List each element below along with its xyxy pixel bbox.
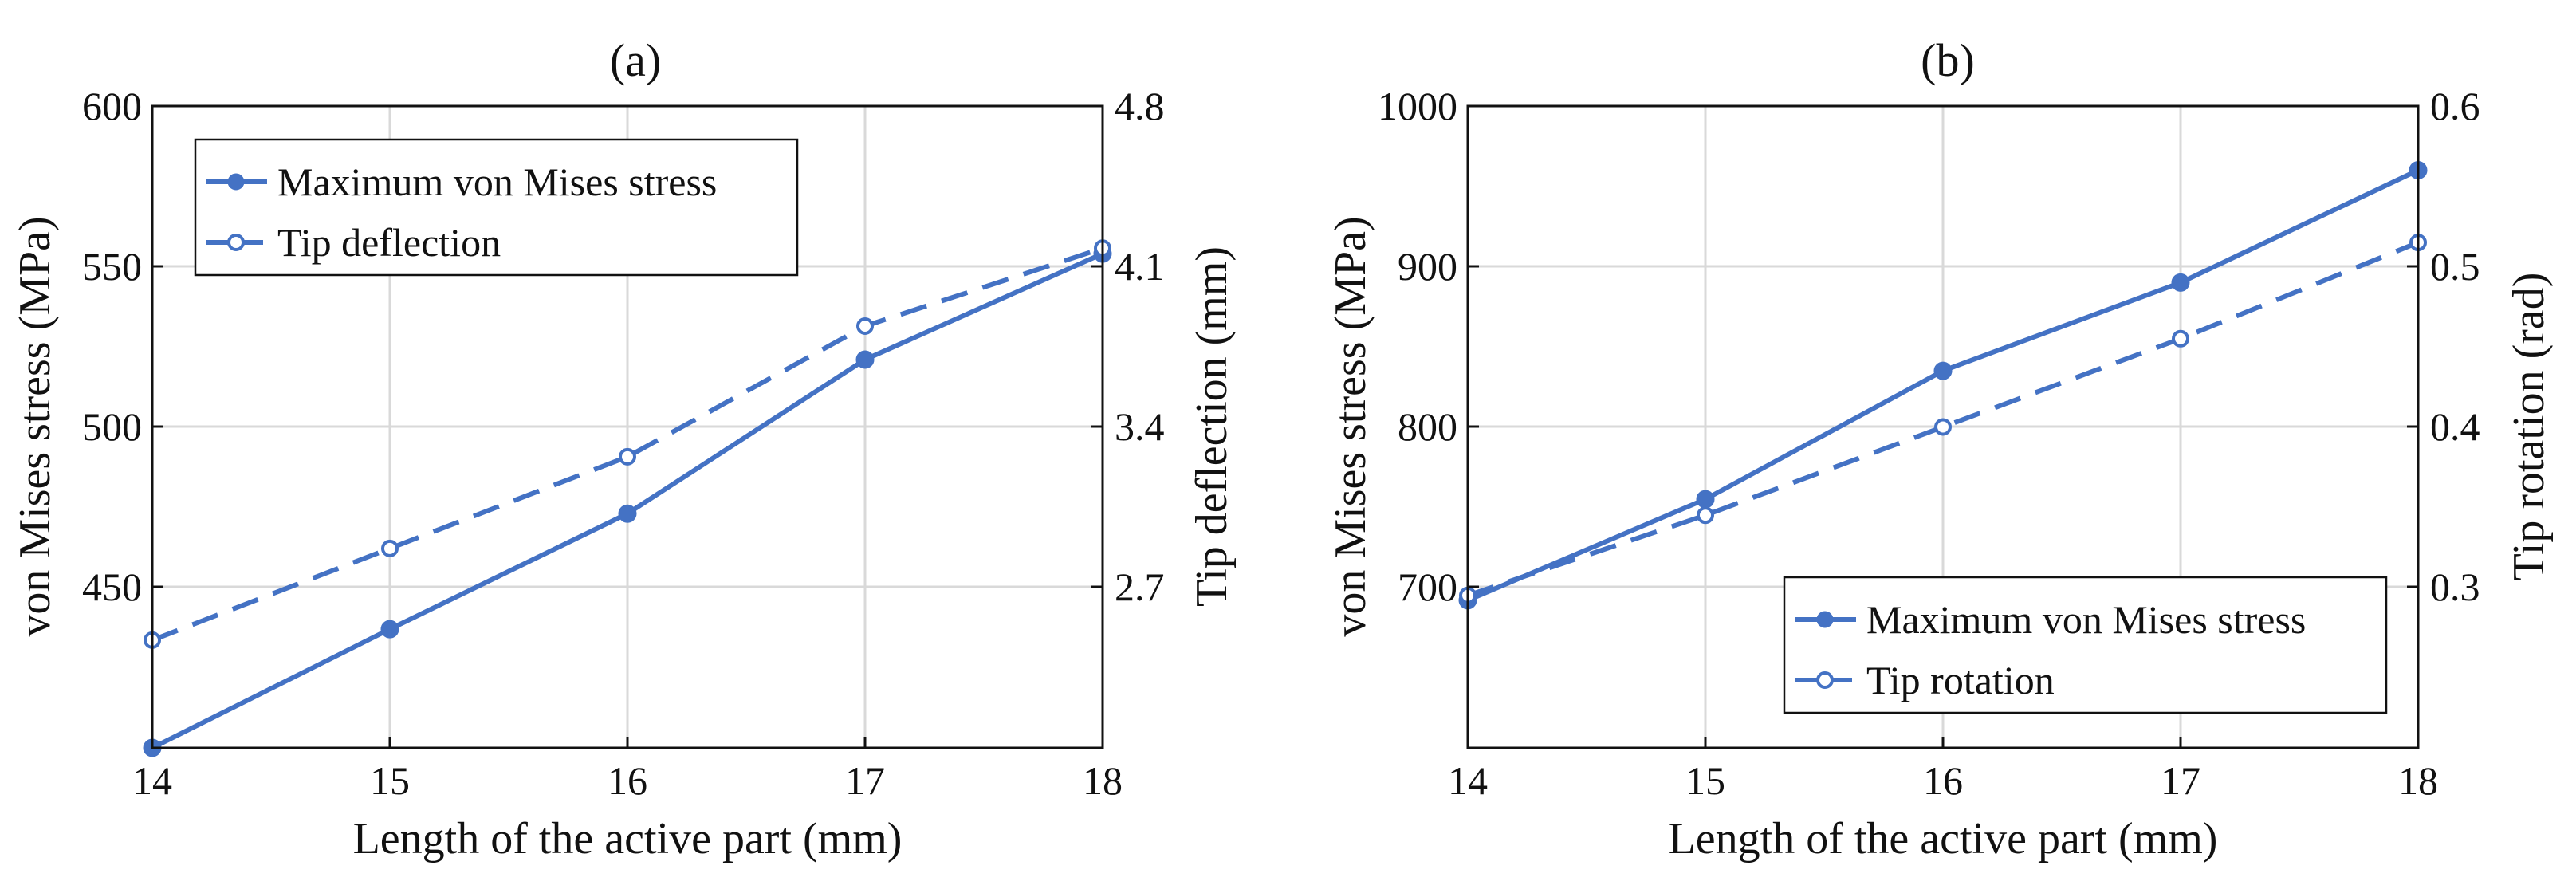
panel-a-series-1-point	[380, 620, 399, 639]
panel-a-xtick-label: 17	[845, 758, 885, 803]
panel-a-ytick-label-right: 4.8	[1115, 84, 1165, 128]
panel-a-legend-box	[194, 138, 799, 277]
panel-b-legend-open-marker	[1816, 671, 1834, 689]
panel-b-ytick-label-right: 0.6	[2430, 84, 2480, 128]
panel-b-ytick-label-right: 0.3	[2430, 564, 2480, 609]
panel-a-series-2-line	[151, 246, 1103, 643]
panel-b-xtick-label: 18	[2398, 758, 2438, 803]
panel-a-right-tick-labels: 4.8 4.1 3.4 2.7	[1115, 84, 1165, 609]
panel-b-ytick-label: 800	[1398, 404, 1457, 449]
panel-a-series-2-point	[381, 539, 399, 557]
panel-a-series-1-point	[618, 504, 637, 523]
panel-b-ytick-label: 900	[1398, 244, 1457, 289]
panel-a-legend-open-marker	[227, 234, 245, 251]
panel-b-ticks	[1468, 265, 2418, 748]
panel-b-legend-label-stress: Maximum von Mises stress	[1866, 597, 2306, 642]
panel-a-title: (a)	[610, 34, 661, 86]
panel-a-ticks	[152, 265, 1103, 748]
panel-b-title: (b)	[1921, 34, 1975, 86]
panel-b: (b) 14 15 16 17 18	[1326, 34, 2554, 863]
panel-a-x-axis-label: Length of the active part (mm)	[353, 814, 903, 863]
panel-b-x-tick-labels: 14 15 16 17 18	[1448, 758, 2438, 803]
panel-a-ytick-label: 600	[82, 84, 142, 128]
panel-b-legend-label-rotation: Tip rotation	[1866, 658, 2055, 702]
panel-a-series-1-point	[855, 350, 875, 369]
panel-a: (a) 14 15 16 17 18	[10, 34, 1237, 863]
panel-b-series-2-point	[2172, 329, 2189, 348]
panel-a-ytick-label-right: 3.4	[1115, 404, 1165, 449]
panel-a-legend: Maximum von Mises stress Tip deflection	[194, 138, 799, 277]
panel-a-legend-filled-marker	[227, 173, 245, 191]
panel-b-xtick-label: 17	[2161, 758, 2200, 803]
panel-b-right-tick-labels: 0.6 0.5 0.4 0.3	[2430, 84, 2480, 609]
panel-a-ytick-label: 550	[82, 244, 142, 289]
panel-b-x-axis-label: Length of the active part (mm)	[1669, 814, 2218, 863]
panel-a-ytick-label-right: 4.1	[1115, 244, 1165, 289]
panel-a-series-2-point	[619, 447, 636, 466]
panel-b-series-2-point	[1697, 506, 1714, 525]
panel-b-xtick-label: 15	[1685, 758, 1725, 803]
panel-a-legend-label-stress: Maximum von Mises stress	[277, 159, 717, 204]
panel-a-left-y-axis-label: von Mises stress (MPa)	[10, 216, 60, 636]
panel-b-legend: Maximum von Mises stress Tip rotation	[1783, 576, 2388, 714]
panel-b-ytick-label: 1000	[1378, 84, 1457, 128]
panel-b-left-tick-labels: 1000 900 800 700	[1378, 84, 1457, 609]
panel-a-series	[143, 239, 1112, 757]
panel-b-ytick-label-right: 0.5	[2430, 244, 2480, 289]
panel-a-xtick-label: 14	[132, 758, 172, 803]
panel-b-ytick-label: 700	[1398, 564, 1457, 609]
panel-a-ytick-label: 500	[82, 404, 142, 449]
panel-a-xtick-label: 15	[370, 758, 410, 803]
panel-b-series-2-line	[1467, 240, 2420, 598]
panel-a-legend-label-deflection: Tip deflection	[277, 220, 501, 265]
panel-a-ytick-label: 450	[82, 564, 142, 609]
panel-b-legend-filled-marker	[1816, 611, 1834, 628]
panel-b-xtick-label: 16	[1923, 758, 1963, 803]
panel-a-xtick-label: 18	[1083, 758, 1123, 803]
panel-b-series-2-point	[1934, 418, 1952, 436]
panel-b-series	[1458, 161, 2428, 610]
panel-b-xtick-label: 14	[1448, 758, 1488, 803]
panel-b-series-1-point	[1696, 490, 1715, 509]
panel-b-series-1-point	[2171, 273, 2190, 292]
panel-a-ytick-label-right: 2.7	[1115, 564, 1165, 609]
panel-a-x-tick-labels: 14 15 16 17 18	[132, 758, 1123, 803]
panel-b-right-y-axis-label: Tip rotation (rad)	[2504, 273, 2554, 581]
panel-b-series-1-point	[1933, 361, 1953, 380]
panel-b-ytick-label-right: 0.4	[2430, 404, 2480, 449]
panel-a-xtick-label: 16	[608, 758, 647, 803]
panel-b-left-y-axis-label: von Mises stress (MPa)	[1326, 216, 1375, 636]
panel-a-left-tick-labels: 600 550 500 450	[82, 84, 142, 609]
panel-a-right-y-axis-label: Tip deflection (mm)	[1187, 246, 1237, 607]
panel-a-series-2-point	[856, 317, 874, 335]
panel-b-legend-box	[1783, 576, 2388, 714]
